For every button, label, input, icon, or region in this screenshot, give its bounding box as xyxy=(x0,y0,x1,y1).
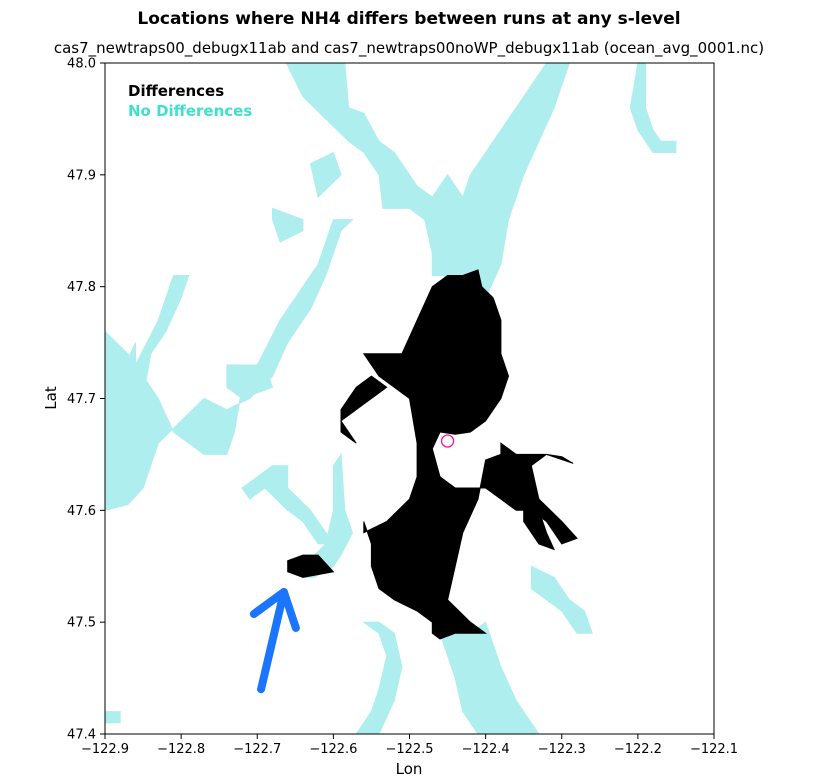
x-axis: −122.9 −122.8 −122.7 −122.6 −122.5 −122.4 −122… xyxy=(81,734,738,757)
location-marker xyxy=(440,434,455,448)
y-axis: 47.4 47.5 47.6 47.7 47.8 47.9 48.0 xyxy=(67,57,105,743)
no-difference-region-4 xyxy=(309,151,342,199)
y-axis-label: Lat xyxy=(42,386,60,410)
x-tick-label: −122.2 xyxy=(614,742,662,757)
no-difference-region-13 xyxy=(629,62,677,153)
legend-entry-no-differences: No Differences xyxy=(128,102,252,120)
chart-title: Locations where NH4 differs between runs… xyxy=(137,9,680,29)
y-tick-label: 47.5 xyxy=(67,616,96,631)
x-tick-label: −122.3 xyxy=(538,742,586,757)
x-tick-label: −122.6 xyxy=(309,742,357,757)
y-tick-label: 47.7 xyxy=(67,392,96,407)
no-difference-region-3 xyxy=(104,342,136,422)
arrow-annotation xyxy=(249,587,300,694)
y-tick-label: 47.8 xyxy=(67,280,96,295)
arrow-shaft xyxy=(257,587,288,694)
no-difference-region-0 xyxy=(285,62,571,299)
x-tick-label: −122.8 xyxy=(157,742,205,757)
difference-region-2 xyxy=(287,554,335,578)
no-difference-region-8 xyxy=(241,465,335,545)
x-tick-label: −122.9 xyxy=(81,742,129,757)
difference-region-1 xyxy=(340,375,388,444)
x-tick-label: −122.5 xyxy=(385,742,433,757)
y-tick-label: 47.6 xyxy=(67,504,96,519)
arrow-head xyxy=(249,587,300,632)
no-difference-region-10 xyxy=(439,621,540,735)
y-tick-label: 48.0 xyxy=(67,57,96,72)
chart-subtitle: cas7_newtraps00_debugx11ab and cas7_newt… xyxy=(54,39,764,58)
difference-region-0 xyxy=(362,269,578,640)
no-difference-region-6 xyxy=(226,364,274,400)
no-difference-region-11 xyxy=(530,565,593,634)
difference-region-3 xyxy=(523,498,556,551)
x-tick-label: −122.7 xyxy=(233,742,281,757)
y-tick-label: 47.4 xyxy=(67,728,96,743)
no-difference-region-1 xyxy=(104,219,354,511)
y-tick-label: 47.9 xyxy=(67,168,96,183)
differences-layer xyxy=(287,269,578,640)
x-tick-label: −122.1 xyxy=(690,742,738,757)
legend: Differences No Differences xyxy=(128,82,252,120)
no-difference-region-14 xyxy=(104,711,121,724)
marker-layer xyxy=(440,434,455,448)
x-tick-label: −122.4 xyxy=(462,742,510,757)
legend-entry-differences: Differences xyxy=(128,82,224,100)
no-difference-region-5 xyxy=(272,207,304,243)
x-axis-label: Lon xyxy=(396,760,423,778)
